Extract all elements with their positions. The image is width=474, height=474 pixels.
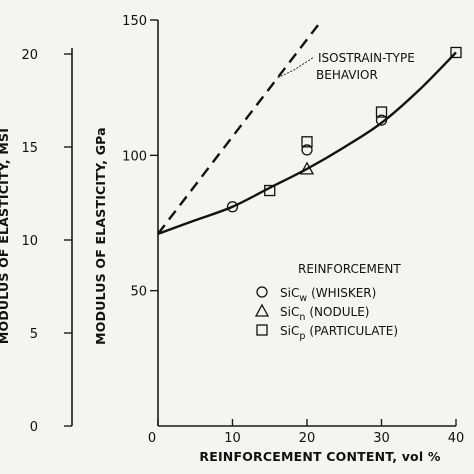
legend-triangle-symbol [254,303,270,317]
x-tick-label: 20 [299,431,316,446]
x-tick-label: 10 [224,431,241,446]
data-markers [226,46,462,213]
fit-curve [157,51,457,235]
legend-entry-label: SiCp (PARTICULATE) [280,324,398,342]
y2-tick-label: 5 [30,327,38,342]
x-tick-label: 0 [148,431,156,446]
circle-data-point [375,114,388,126]
x-tick-label: 30 [373,431,390,446]
y-tick-label: 100 [122,149,147,164]
square-data-point [450,46,462,59]
legend: Reinforcement SiCw (WHISKER)SiCn (NODULE)S… [254,262,401,342]
annotation-label-line: BEHAVIOR [316,68,378,82]
square-data-point [301,136,313,148]
y2-tick-label: 15 [21,141,38,156]
annotation-leader [277,56,315,79]
circle-data-point [301,144,313,156]
legend-square-symbol [256,324,268,336]
secondary-y-axis-title: MODULUS OF ELASTICITY, MSI [0,128,11,344]
plot-lines [157,19,457,235]
y-tick-label: 50 [130,285,147,300]
y-axis-title: MODULUS OF ELASTICITY, GPa [93,127,108,345]
circle-data-point [226,201,239,213]
x-axis-title: REINFORCEMENT CONTENT, vol % [199,449,441,464]
triangle-data-point [299,161,315,175]
isostrain-annotation: ISOSTRAIN-TYPE BEHAVIOR [277,51,415,82]
legend-title: Reinforcement [298,262,401,276]
square-data-point [375,106,388,118]
secondary-y-axis: 0 5 10 15 20 MODULUS OF ELASTICITY, MSI [0,48,73,435]
x-tick-label: 40 [448,431,465,446]
square-data-point [264,184,276,197]
isostrain-line [157,19,323,235]
main-axes: 50 100 150 0 10 20 30 40 MODULUS OF ELASTICITY… [93,14,464,464]
legend-entry-label: SiCw (WHISKER) [280,286,376,304]
annotation-label-line: ISOSTRAIN-TYPE [318,51,415,65]
y2-tick-label: 10 [21,234,38,249]
y2-tick-label: 0 [30,420,38,435]
legend-circle-symbol [256,286,268,298]
y2-tick-label: 20 [21,48,38,63]
legend-entry-label: SiCn (NODULE) [280,305,369,323]
y-tick-label: 150 [122,14,147,29]
